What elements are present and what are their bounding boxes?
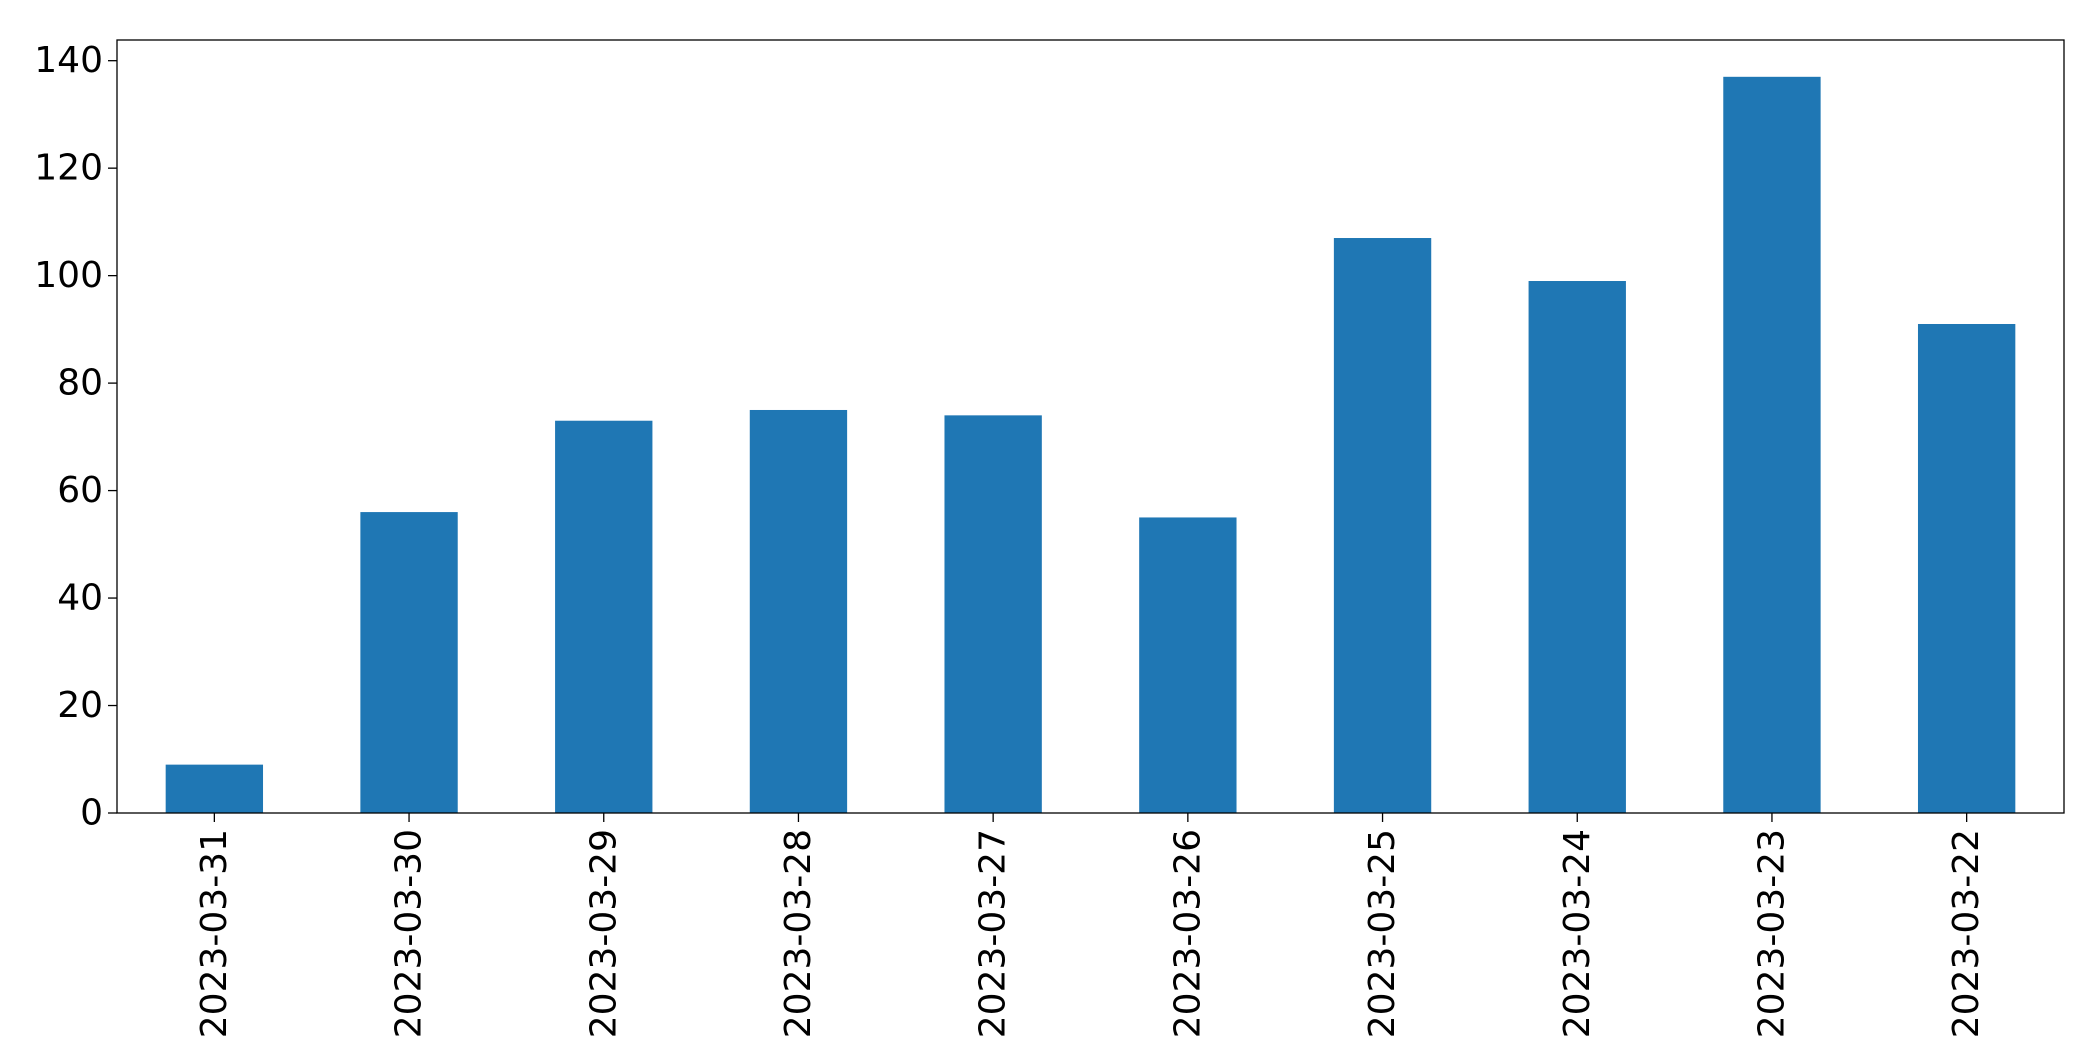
y-tick-label: 20 xyxy=(57,685,103,726)
plot-frame xyxy=(116,39,2065,814)
bar xyxy=(944,415,1042,813)
y-tick-label: 140 xyxy=(34,40,103,81)
bar xyxy=(360,512,458,813)
y-tick-label: 120 xyxy=(34,148,103,189)
y-tick-label: 80 xyxy=(57,363,103,404)
bar xyxy=(1917,323,2016,813)
x-tick-label: 2023-03-29 xyxy=(583,829,624,1038)
bar xyxy=(165,764,264,813)
x-tick-label: 2023-03-24 xyxy=(1557,829,1598,1038)
bar xyxy=(1139,517,1237,813)
x-tick-label: 2023-03-30 xyxy=(389,829,430,1038)
x-tick-label: 2023-03-25 xyxy=(1362,829,1403,1038)
bar xyxy=(1528,281,1626,814)
bar xyxy=(749,409,848,813)
x-tick-label: 2023-03-22 xyxy=(1946,829,1987,1038)
x-tick-label: 2023-03-26 xyxy=(1167,829,1208,1038)
bar xyxy=(1723,76,1821,814)
bar xyxy=(1333,238,1432,814)
y-tick-label: 60 xyxy=(57,470,103,511)
y-tick-label: 40 xyxy=(57,578,103,619)
x-tick-label: 2023-03-31 xyxy=(194,829,235,1038)
y-tick-label: 100 xyxy=(34,255,103,296)
x-tick-label: 2023-03-28 xyxy=(778,829,819,1038)
bar xyxy=(555,420,653,813)
x-tick-label: 2023-03-27 xyxy=(973,829,1014,1038)
x-tick-label: 2023-03-23 xyxy=(1751,829,1792,1038)
y-tick-label: 0 xyxy=(80,793,103,834)
